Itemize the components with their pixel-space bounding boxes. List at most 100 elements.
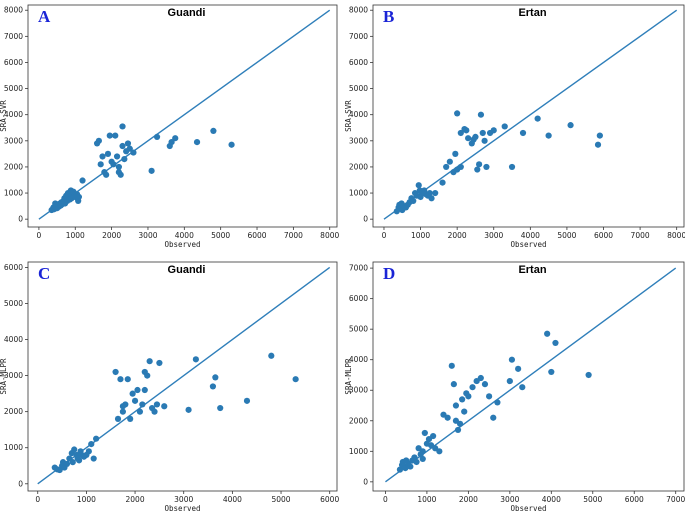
scatter-point [479,129,486,137]
scatter-point [114,415,122,422]
scatter-point [519,384,526,391]
scatter-point [421,429,428,437]
scatter-point [477,111,485,118]
scatter-point [75,457,83,464]
panel-letter: A [38,7,51,26]
y-axis-label: SRA-SVR [0,100,8,132]
y-tick-label: 1000 [4,443,23,452]
scatter-point [481,137,488,144]
scatter-point [446,158,453,165]
scatter-point [432,189,439,197]
x-tick-label: 6000 [594,231,613,240]
scatter-point [444,414,451,421]
scatter-point [106,132,113,139]
scatter-point [413,458,420,466]
scatter-point [124,140,132,147]
y-tick-label: 4000 [4,335,23,344]
x-axis-label: Observed [510,504,546,513]
scatter-point [113,153,121,160]
scatter-point [292,376,299,383]
plot-frame [27,261,338,492]
reference-line [38,9,331,220]
scatter-point [112,132,119,139]
scatter-point [426,189,433,197]
scatter-point [452,150,459,157]
y-tick-label: 1000 [349,189,368,198]
y-tick-label: 5000 [4,84,23,93]
scatter-point [119,403,126,410]
scatter-point [161,403,168,410]
scatter-point [115,169,122,176]
y-tick-label: 6000 [4,263,23,272]
scatter-point [585,371,592,379]
x-tick-label: 5000 [557,231,576,240]
scatter-point [443,163,450,171]
scatter-point [129,390,136,397]
scatter-point [515,365,522,372]
scatter-point [268,352,275,359]
scatter-point [95,137,102,144]
scatter-point [117,376,124,383]
panel-title: Ertan [518,7,546,19]
scatter-point [119,123,126,130]
y-axis-label: SRA-MLPR [344,358,353,395]
y-tick-label: 4000 [349,110,368,119]
x-tick-label: 7000 [284,231,303,240]
reference-line [385,267,677,483]
scatter-point [472,133,479,140]
scatter-point [134,386,141,394]
scatter-point [127,415,134,422]
scatter-point [63,460,71,468]
y-axis-label: SRA-MLPR [0,358,8,395]
x-tick-label: 2000 [126,495,145,504]
x-tick-label: 6000 [247,231,266,240]
x-tick-label: 7000 [666,495,685,504]
panel-letter: C [38,264,50,283]
scatter-point [506,377,513,385]
y-tick-label: 0 [363,477,368,486]
scatter-point [99,153,106,160]
scatter-point [410,197,417,204]
x-tick-label: 2000 [459,495,478,504]
y-tick-label: 3000 [4,136,23,145]
y-tick-label: 2000 [4,162,23,171]
x-tick-label: 6000 [625,495,644,504]
scatter-point [119,408,126,415]
x-tick-label: 1000 [66,231,85,240]
scatter-point [217,404,224,412]
scatter-point [428,195,435,202]
reference-line [37,266,331,485]
x-tick-label: 5000 [211,231,230,240]
scatter-point [545,132,552,139]
scatter-point [419,448,426,455]
y-axis-label: SRA-SVR [344,100,353,132]
x-tick-label: 4000 [542,495,561,504]
scatter-point [494,399,501,406]
x-tick-label: 7000 [631,231,650,240]
scatter-point [483,163,490,171]
reference-line [383,9,678,220]
x-tick-label: 0 [35,495,40,504]
scatter-point [567,122,574,129]
y-tick-label: 6000 [4,58,23,67]
scatter-point [454,426,462,434]
scatter-point [209,383,217,390]
scatter-point [153,401,161,408]
x-tick-label: 5000 [271,495,290,504]
scatter-point [146,358,153,365]
scatter-point [71,446,78,453]
scatter-point [212,374,219,381]
scatter-point [136,408,144,415]
scatter-point [490,127,497,134]
scatter-point [130,149,137,156]
plot-frame [372,261,685,492]
scatter-point [519,129,527,137]
scatter-point [501,123,508,130]
scatter-point [172,135,179,142]
scatter-point [115,163,122,171]
x-tick-label: 3000 [138,231,157,240]
scatter-point [151,408,158,415]
scatter-point [476,161,483,168]
scatter-point [454,166,461,173]
